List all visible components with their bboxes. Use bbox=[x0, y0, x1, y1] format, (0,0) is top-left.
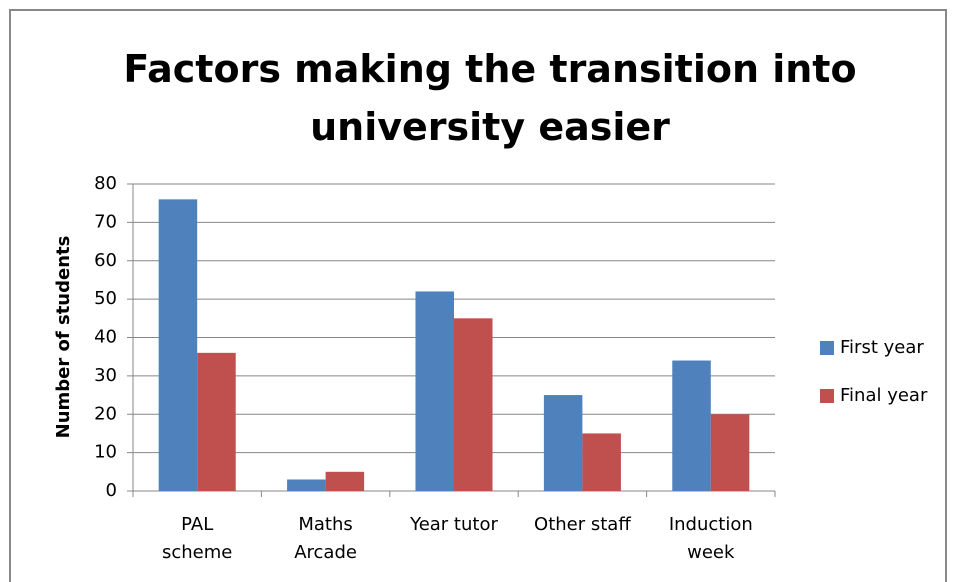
bar bbox=[197, 352, 236, 491]
legend-label: Final year bbox=[840, 385, 928, 406]
x-tick-label: Induction week bbox=[668, 514, 753, 563]
chart-title: Factors making the transition into unive… bbox=[123, 47, 857, 149]
x-tick-label: Year tutor bbox=[410, 514, 498, 535]
y-tick-label: 30 bbox=[94, 365, 117, 386]
bar bbox=[672, 360, 711, 491]
legend-label: First year bbox=[840, 337, 924, 358]
bar bbox=[710, 414, 750, 491]
y-tick-label: 60 bbox=[94, 250, 117, 271]
y-tick-label: 80 bbox=[94, 173, 117, 194]
y-tick-label: 20 bbox=[94, 403, 117, 424]
y-tick-label: 10 bbox=[94, 442, 117, 463]
y-tick-label: 0 bbox=[106, 480, 117, 501]
x-tick-label: PAL scheme bbox=[162, 514, 233, 563]
bar bbox=[415, 291, 454, 491]
legend-swatch bbox=[820, 389, 834, 403]
bar bbox=[582, 433, 621, 491]
bar bbox=[325, 471, 365, 491]
y-axis-label: Number of students bbox=[53, 236, 74, 439]
bar bbox=[543, 395, 583, 491]
y-tick-label: 50 bbox=[94, 288, 117, 309]
bar bbox=[287, 479, 326, 491]
y-tick-label: 70 bbox=[94, 211, 117, 232]
legend-swatch bbox=[820, 341, 834, 355]
x-tick-label: Other staff bbox=[534, 514, 631, 535]
bar bbox=[454, 318, 493, 491]
y-tick-label: 40 bbox=[94, 327, 117, 348]
bar bbox=[158, 199, 198, 491]
x-tick-label: Maths Arcade bbox=[294, 514, 357, 563]
